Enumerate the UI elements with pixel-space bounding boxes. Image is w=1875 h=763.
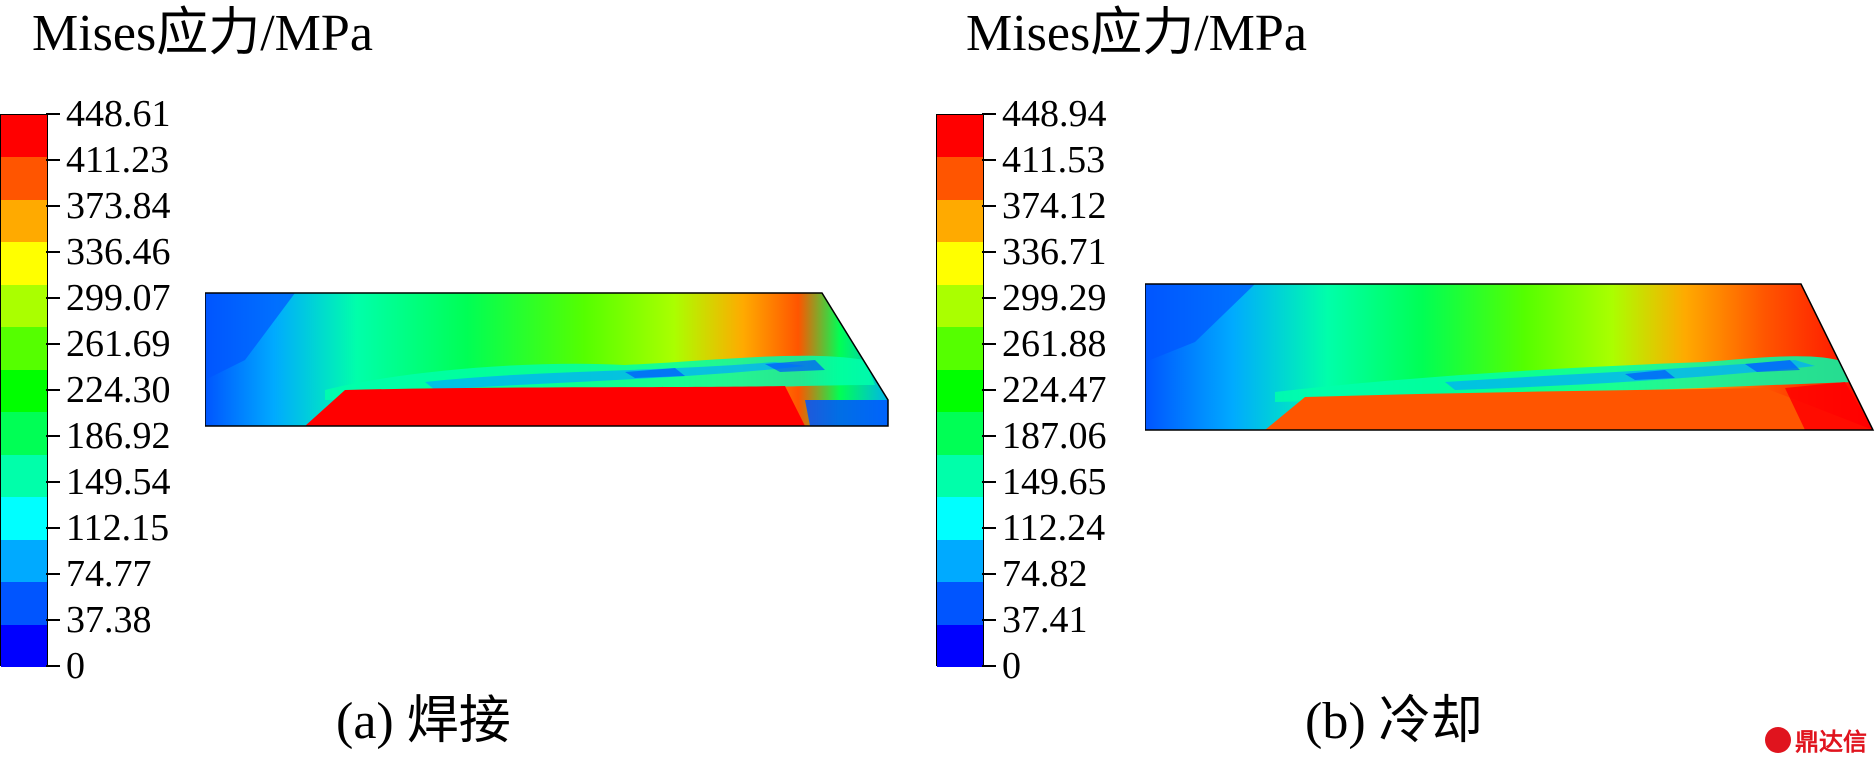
legend-tick <box>46 297 60 299</box>
stress-contour-model <box>205 292 889 427</box>
legend-color-band <box>937 327 983 371</box>
legend-color-band <box>1 412 47 456</box>
legend-tick-label: 112.15 <box>66 507 170 549</box>
legend-tick <box>46 619 60 621</box>
legend-tick <box>46 343 60 345</box>
legend-tick-label: 187.06 <box>1002 415 1107 457</box>
legend-color-band <box>937 497 983 541</box>
legend-tick <box>982 619 996 621</box>
legend-color-band <box>937 539 983 583</box>
legend-tick <box>46 665 60 667</box>
legend-tick <box>46 527 60 529</box>
legend-tick-label: 149.54 <box>66 461 171 503</box>
legend-color-band <box>1 497 47 541</box>
legend-tick-label: 373.84 <box>66 185 171 227</box>
legend-tick-label: 37.41 <box>1002 599 1088 641</box>
legend-color-band <box>937 369 983 413</box>
legend-color-band <box>937 199 983 243</box>
legend-tick <box>46 251 60 253</box>
legend-color-band <box>1 624 47 668</box>
legend-tick-label: 411.23 <box>66 139 170 181</box>
legend-color-band <box>937 115 983 158</box>
legend-tick <box>982 573 996 575</box>
legend-color-band <box>937 242 983 286</box>
legend-tick-label: 299.07 <box>66 277 171 319</box>
legend-tick-label: 149.65 <box>1002 461 1107 503</box>
panel-welding: Mises应力/MPa 448.61 411.23 373.84 336.46 299.… <box>0 0 930 763</box>
legend-tick <box>982 159 996 161</box>
legend-tick-label: 411.53 <box>1002 139 1106 181</box>
legend-color-band <box>1 582 47 626</box>
legend-tick-label: 224.30 <box>66 369 171 411</box>
legend-color-band <box>937 412 983 456</box>
legend-color-band <box>1 369 47 413</box>
legend-color-band <box>1 539 47 583</box>
legend-tick <box>46 573 60 575</box>
legend-color-band <box>1 157 47 201</box>
stress-contour-model <box>1145 283 1875 431</box>
watermark: 鼎达信 <box>1765 722 1867 757</box>
legend-tick-label: 261.88 <box>1002 323 1107 365</box>
legend-tick <box>982 527 996 529</box>
legend-tick <box>982 481 996 483</box>
legend-tick <box>46 159 60 161</box>
legend-title: Mises应力/MPa <box>966 5 1307 62</box>
legend-tick-label: 224.47 <box>1002 369 1107 411</box>
legend-tick-label: 74.82 <box>1002 553 1088 595</box>
panel-cooling: Mises应力/MPa 448.94 411.53 374.12 336.71 299.… <box>932 0 1875 763</box>
legend-tick <box>982 665 996 667</box>
watermark-text: 鼎达信 <box>1795 728 1867 756</box>
panel-caption: (a) 焊接 <box>336 693 511 750</box>
legend-tick-label: 112.24 <box>1002 507 1106 549</box>
legend-tick-label: 336.46 <box>66 231 171 273</box>
legend-colorbar <box>0 114 48 668</box>
legend-tick <box>982 435 996 437</box>
legend-tick <box>982 113 996 115</box>
panel-caption: (b) 冷却 <box>1305 693 1483 750</box>
legend-tick-label: 0 <box>1002 645 1021 687</box>
legend-color-band <box>1 454 47 498</box>
legend-tick-label: 299.29 <box>1002 277 1107 319</box>
legend-tick-label: 37.38 <box>66 599 152 641</box>
legend-color-band <box>1 242 47 286</box>
legend-tick-label: 448.94 <box>1002 93 1107 135</box>
legend-color-band <box>1 115 47 158</box>
legend-tick-label: 374.12 <box>1002 185 1107 227</box>
legend-colorbar <box>936 114 984 668</box>
legend-tick-label: 261.69 <box>66 323 171 365</box>
legend-tick <box>982 389 996 391</box>
legend-tick <box>982 343 996 345</box>
legend-tick-label: 186.92 <box>66 415 171 457</box>
color-legend: 448.94 411.53 374.12 336.71 299.29 261.88 224.… <box>936 95 1107 685</box>
legend-color-band <box>1 284 47 328</box>
dingdaxin-logo-icon <box>1765 726 1791 753</box>
legend-color-band <box>937 624 983 668</box>
legend-color-band <box>937 284 983 328</box>
legend-tick-label: 74.77 <box>66 553 152 595</box>
legend-tick-label: 336.71 <box>1002 231 1107 273</box>
legend-tick <box>982 297 996 299</box>
legend-tick <box>46 481 60 483</box>
legend-tick-label: 0 <box>66 645 85 687</box>
legend-color-band <box>937 454 983 498</box>
legend-tick-label: 448.61 <box>66 93 171 135</box>
legend-tick <box>46 435 60 437</box>
legend-tick <box>982 205 996 207</box>
legend-color-band <box>937 582 983 626</box>
color-legend: 448.61 411.23 373.84 336.46 299.07 261.69 224.… <box>0 95 171 685</box>
legend-tick <box>46 205 60 207</box>
legend-tick <box>46 113 60 115</box>
legend-color-band <box>1 199 47 243</box>
legend-tick <box>46 389 60 391</box>
legend-title: Mises应力/MPa <box>32 5 373 62</box>
legend-tick <box>982 251 996 253</box>
legend-color-band <box>1 327 47 371</box>
legend-color-band <box>937 157 983 201</box>
